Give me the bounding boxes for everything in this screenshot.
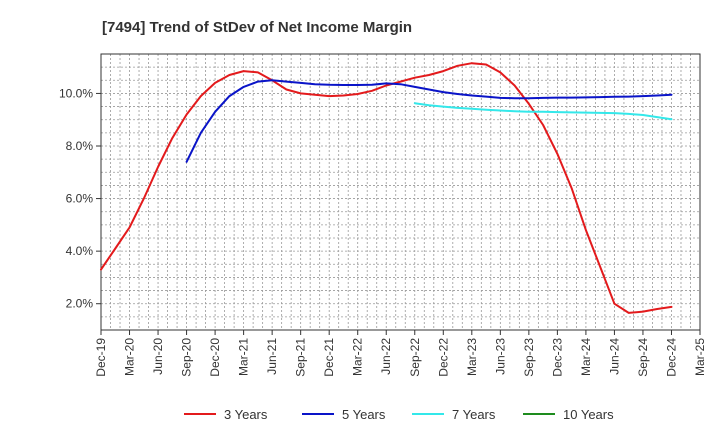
x-tick-label: Mar-21 [237,338,251,376]
x-tick-label: Jun-21 [265,338,279,375]
x-tick-label: Sep-22 [408,338,422,377]
x-tick-label: Dec-22 [436,338,450,377]
legend-item: 10 Years [523,407,614,422]
x-tick-label: Mar-23 [465,338,479,376]
legend: 3 Years 5 Years 7 Years 10 Years [184,407,614,422]
chart-title: [7494] Trend of StDev of Net Income Marg… [102,19,412,36]
plot-frame [100,53,701,331]
x-tick-label: Dec-23 [550,338,564,377]
x-tick-label: Jun-20 [151,338,165,375]
x-tick-label: Jun-24 [607,338,621,375]
grid [101,54,700,330]
x-tick-label: Sep-24 [636,338,650,377]
x-tick-label: Dec-19 [94,338,108,377]
x-tick-label: Sep-23 [522,338,536,377]
y-tick-label: 2.0% [66,297,94,311]
x-axis-ticks: Dec-19 Mar-20 Jun-20 Sep-20 Dec-20 Mar-21 Jun-… [94,330,707,377]
x-tick-label: Sep-20 [180,338,194,377]
x-tick-label: Sep-21 [294,338,308,377]
x-tick-label: Dec-24 [664,338,678,377]
x-tick-label: Mar-25 [693,338,707,376]
y-tick-label: 6.0% [66,192,94,206]
legend-item: 5 Years [302,407,386,422]
series-layer [100,62,673,314]
legend-label: 10 Years [563,407,614,422]
x-tick-label: Jun-23 [493,338,507,375]
y-tick-label: 4.0% [66,244,94,258]
legend-item: 3 Years [184,407,268,422]
x-tick-label: Jun-22 [379,338,393,375]
y-axis-ticks: 2.0% 4.0% 6.0% 8.0% 10.0% [59,86,101,311]
series-line-3-years [100,62,673,314]
legend-label: 3 Years [224,407,268,422]
x-tick-label: Mar-24 [579,338,593,376]
series-line-5-years [185,79,673,163]
legend-label: 5 Years [342,407,386,422]
x-tick-label: Mar-22 [351,338,365,376]
x-tick-label: Mar-20 [123,338,137,376]
x-tick-label: Dec-20 [208,338,222,377]
y-tick-label: 8.0% [66,139,94,153]
legend-item: 7 Years [412,407,496,422]
series-line-7-years [413,102,673,121]
y-tick-label: 10.0% [59,86,93,100]
legend-label: 7 Years [452,407,496,422]
x-tick-label: Dec-21 [322,338,336,377]
